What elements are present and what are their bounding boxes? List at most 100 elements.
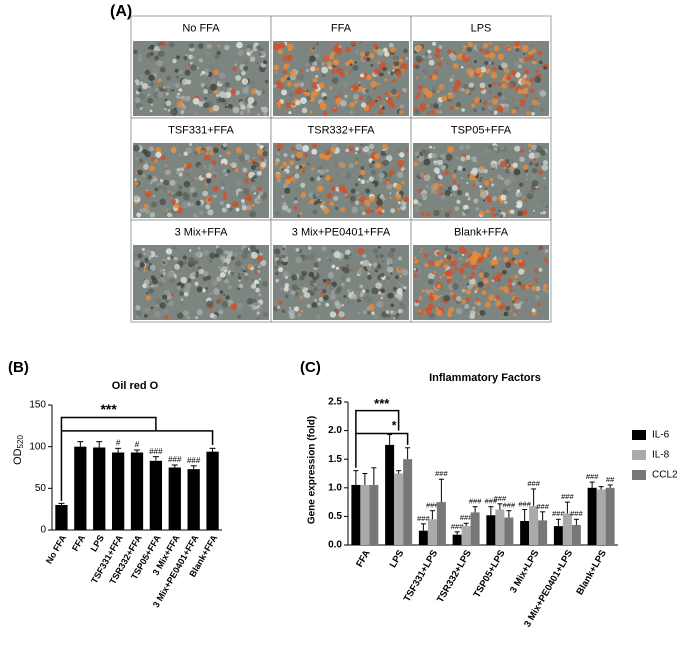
cell [347, 189, 351, 193]
cell [492, 81, 497, 86]
cell [431, 41, 437, 46]
cell [359, 311, 363, 315]
cell [295, 247, 300, 252]
cell [450, 260, 457, 267]
image-label: 3 Mix+FFA [175, 226, 229, 238]
cell [309, 66, 316, 72]
cell [281, 249, 287, 256]
cell [421, 289, 425, 293]
cell [331, 290, 335, 294]
cell [540, 212, 543, 215]
cell [220, 147, 225, 151]
cell [330, 147, 336, 153]
cell [177, 285, 181, 290]
cell [356, 84, 359, 87]
cell [194, 251, 201, 258]
cell [432, 89, 436, 93]
cell [488, 83, 492, 88]
cell [209, 313, 215, 319]
cell [148, 56, 154, 62]
cell [378, 109, 384, 115]
cell [490, 259, 496, 266]
cell [195, 146, 203, 154]
cell [285, 275, 289, 280]
cell [416, 155, 420, 159]
cell [255, 287, 261, 293]
cell [341, 163, 346, 169]
cell [366, 306, 371, 311]
cell [295, 151, 303, 159]
cell [310, 167, 315, 171]
cell [257, 148, 264, 155]
cell [339, 266, 342, 270]
cell [505, 262, 512, 269]
cell [479, 185, 483, 188]
cell [447, 310, 452, 314]
cell [362, 259, 370, 267]
cell [241, 70, 246, 76]
annotation: *** [374, 396, 390, 411]
cell [323, 55, 330, 62]
cell [243, 154, 250, 161]
cell [359, 41, 363, 45]
cell [419, 172, 425, 178]
cell [472, 250, 478, 256]
cell [452, 192, 457, 197]
cell [434, 191, 438, 194]
cell [309, 177, 315, 182]
cell [135, 172, 138, 175]
cell [362, 310, 367, 315]
cell [219, 154, 222, 158]
cell [417, 188, 422, 194]
cell [423, 253, 429, 258]
cell [258, 52, 262, 56]
cell [413, 273, 418, 277]
cell [302, 50, 306, 54]
cell [232, 106, 240, 114]
cell [216, 248, 223, 255]
cell [436, 309, 443, 316]
cell [241, 205, 248, 211]
cell [134, 157, 139, 161]
cell [368, 143, 375, 150]
cell [380, 150, 387, 157]
cell [297, 82, 302, 87]
cell [246, 206, 250, 210]
cell [355, 157, 359, 161]
cell [166, 271, 174, 279]
cell [505, 46, 509, 50]
chart-title: Inflammatory Factors [429, 372, 541, 384]
cell [390, 310, 394, 314]
cell [288, 111, 292, 115]
cell [355, 151, 358, 155]
cell [252, 174, 257, 180]
cell [387, 292, 394, 299]
cell [204, 71, 209, 76]
cell [388, 42, 394, 48]
cell [523, 269, 527, 272]
cell [331, 186, 336, 191]
cell [230, 303, 238, 311]
cell [357, 298, 361, 303]
cell [521, 307, 529, 315]
cell [348, 68, 353, 73]
cell [337, 103, 340, 107]
cell [498, 258, 501, 261]
cell [245, 47, 252, 54]
cell [194, 110, 199, 115]
cell [483, 150, 487, 154]
cell [164, 169, 171, 176]
cell [457, 165, 463, 171]
cell [204, 181, 207, 184]
cell [241, 274, 245, 277]
cell [316, 254, 321, 258]
cell [428, 103, 434, 109]
cell [354, 182, 359, 187]
cell [509, 176, 516, 183]
cell [284, 283, 290, 288]
cell [461, 299, 466, 304]
cell [455, 295, 462, 302]
cell [461, 54, 468, 60]
cell [150, 275, 156, 280]
cell [244, 272, 249, 277]
